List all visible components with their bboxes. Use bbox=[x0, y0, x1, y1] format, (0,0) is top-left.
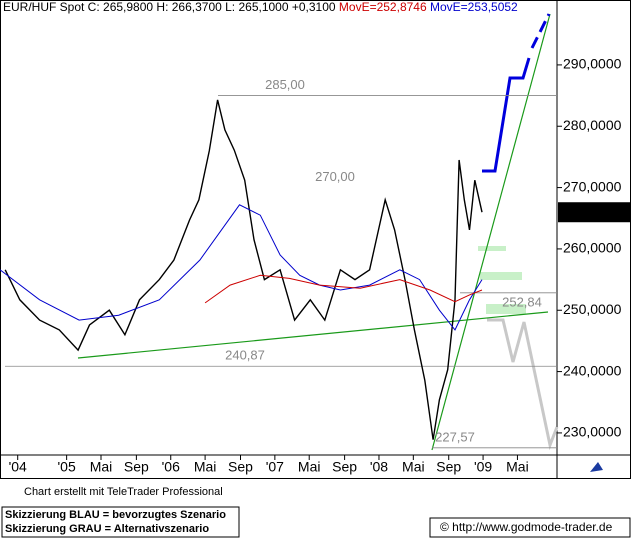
legend-entry: Skizzierung GRAU = Alternativszenario bbox=[5, 523, 209, 535]
trend-line bbox=[77, 311, 549, 359]
x-tick-label: '07 bbox=[266, 459, 284, 475]
blue-scenario bbox=[482, 57, 531, 173]
frame bbox=[0, 0, 631, 479]
header: EUR/HUF Spot C: 265,9800 H: 266,3700 L: … bbox=[3, 0, 518, 14]
x-tick-label: Sep bbox=[124, 459, 149, 475]
zone bbox=[486, 304, 526, 314]
credit: Chart erstellt mit TeleTrader Profession… bbox=[24, 486, 223, 498]
y-tick-label: 250,0000 bbox=[563, 301, 622, 317]
x-tick-label: '05 bbox=[58, 459, 76, 475]
header-quote: EUR/HUF Spot C: 265,9800 H: 266,3700 L: … bbox=[3, 0, 336, 14]
x-tick-label: Mai bbox=[506, 459, 529, 475]
x-tick-label: Mai bbox=[90, 459, 113, 475]
gray-scenario bbox=[487, 318, 559, 451]
source: © http://www.godmode-trader.de bbox=[440, 520, 613, 534]
zone bbox=[480, 272, 522, 280]
level-label: 252,84 bbox=[502, 294, 542, 309]
last-price-box bbox=[558, 202, 630, 223]
legend-box bbox=[1, 506, 240, 538]
series-line bbox=[0, 204, 483, 331]
level-label: 285,00 bbox=[265, 77, 305, 92]
series-line bbox=[4, 99, 483, 440]
x-tick-label: '09 bbox=[474, 459, 492, 475]
last-price: 265,9800 bbox=[562, 203, 621, 219]
y-tick-label: 270,0000 bbox=[563, 178, 622, 194]
x-tick-label: '04 bbox=[9, 459, 27, 475]
series-line bbox=[204, 274, 483, 304]
level-label: 240,87 bbox=[225, 348, 265, 363]
level-label: 227,57 bbox=[435, 429, 475, 444]
x-tick-label: Mai bbox=[194, 459, 217, 475]
tool-icon bbox=[590, 462, 603, 472]
x-tick-label: Sep bbox=[332, 459, 357, 475]
x-tick-label: '06 bbox=[162, 459, 180, 475]
header-ma-blue: MovE=253,5052 bbox=[430, 0, 518, 14]
zone bbox=[478, 246, 506, 251]
x-tick-label: '08 bbox=[370, 459, 388, 475]
y-tick-label: 260,0000 bbox=[563, 240, 622, 256]
x-tick-label: Sep bbox=[436, 459, 461, 475]
y-tick-label: 280,0000 bbox=[563, 117, 622, 133]
trend-line bbox=[431, 13, 551, 451]
y-tick-label: 290,0000 bbox=[563, 56, 622, 72]
x-tick-label: Sep bbox=[228, 459, 253, 475]
x-tick-label: Mai bbox=[402, 459, 425, 475]
x-tick-label: Mai bbox=[298, 459, 321, 475]
y-tick-label: 230,0000 bbox=[563, 424, 622, 440]
y-tick-label: 240,0000 bbox=[563, 362, 622, 378]
blue-scenario bbox=[530, 13, 551, 49]
level-label: 270,00 bbox=[315, 169, 355, 184]
header-ma-red: MovE=252,8746 bbox=[339, 0, 427, 14]
source-box bbox=[429, 517, 631, 538]
legend-entry: Skizzierung BLAU = bevorzugtes Szenario bbox=[5, 509, 226, 521]
